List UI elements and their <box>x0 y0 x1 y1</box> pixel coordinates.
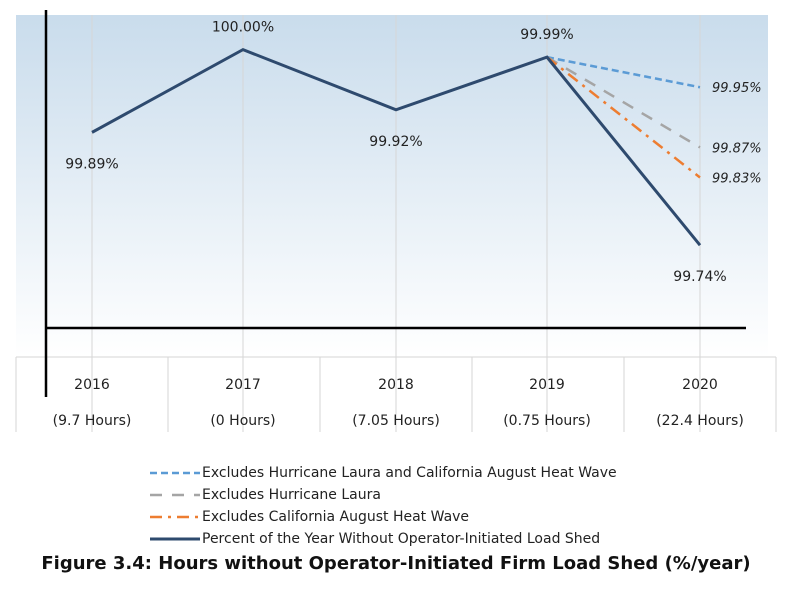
data-label: 100.00% <box>212 20 274 36</box>
series-line <box>91 47 702 247</box>
legend-item: Excludes Hurricane Laura and California … <box>150 462 617 484</box>
legend-swatch <box>150 515 200 519</box>
legend-label: Excludes Hurricane Laura <box>202 487 381 503</box>
x-tick-sublabel: (0 Hours) <box>210 413 275 429</box>
legend: Excludes Hurricane Laura and California … <box>150 462 617 550</box>
data-label: 99.92% <box>369 134 422 150</box>
legend-swatch <box>150 493 200 497</box>
data-label: 99.95% <box>712 81 762 96</box>
legend-label: Percent of the Year Without Operator-Ini… <box>202 531 601 547</box>
legend-item: Excludes Hurricane Laura <box>150 484 617 506</box>
data-label: 99.87% <box>712 141 762 156</box>
data-label: 99.83% <box>712 172 762 187</box>
legend-item: Percent of the Year Without Operator-Ini… <box>150 528 617 550</box>
x-tick-sublabel: (9.7 Hours) <box>53 413 132 429</box>
chart-title: Figure 3.4: Hours without Operator-Initi… <box>41 553 751 574</box>
data-label: 99.74% <box>673 269 726 285</box>
x-tick-label: 2017 <box>225 377 261 393</box>
x-tick-sublabel: (22.4 Hours) <box>656 413 744 429</box>
legend-swatch <box>150 471 200 475</box>
legend-swatch <box>150 537 200 541</box>
series-line <box>546 55 701 89</box>
series-line <box>546 56 701 149</box>
plot-background <box>16 15 768 357</box>
x-tick-label: 2020 <box>682 377 718 393</box>
data-label: 99.99% <box>520 27 573 43</box>
series-line <box>546 56 701 179</box>
x-tick-sublabel: (7.05 Hours) <box>352 413 440 429</box>
x-tick-sublabel: (0.75 Hours) <box>503 413 591 429</box>
x-tick-label: 2019 <box>529 377 565 393</box>
data-label: 99.89% <box>65 156 118 172</box>
x-tick-label: 2018 <box>378 377 414 393</box>
legend-label: Excludes California August Heat Wave <box>202 509 470 525</box>
legend-item: Excludes California August Heat Wave <box>150 506 617 528</box>
x-tick-label: 2016 <box>74 377 110 393</box>
legend-label: Excludes Hurricane Laura and California … <box>202 465 617 481</box>
